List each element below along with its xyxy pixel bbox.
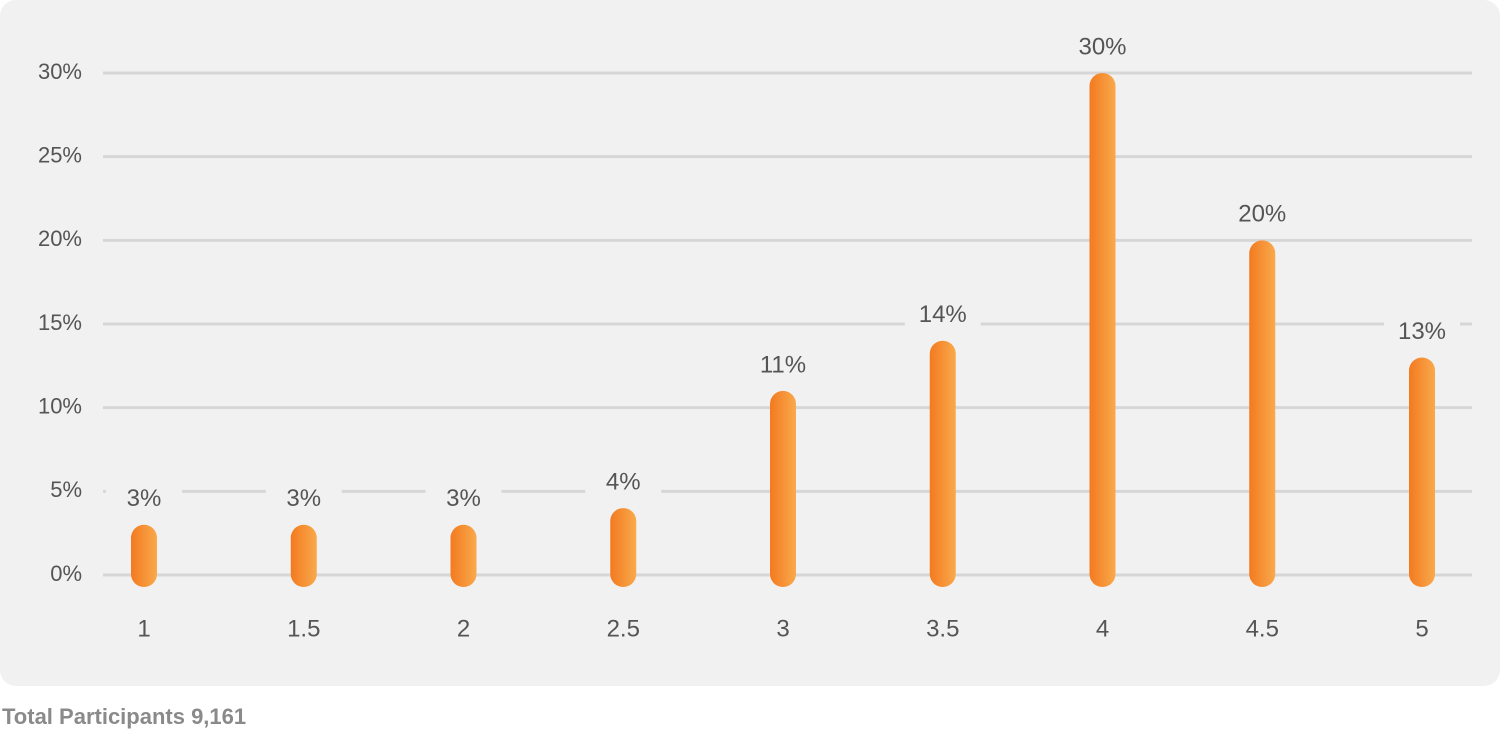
caption: Total Participants 9,161 — [2, 704, 246, 729]
bar — [1089, 73, 1116, 587]
bar — [450, 524, 477, 587]
x-tick-label: 4 — [1096, 615, 1109, 642]
data-label: 20% — [1238, 201, 1286, 228]
data-label-background — [1384, 316, 1460, 349]
bar — [610, 508, 637, 587]
data-label-background — [106, 483, 182, 516]
data-label: 13% — [1398, 318, 1446, 345]
bar — [770, 390, 796, 587]
data-label: 11% — [760, 351, 806, 378]
y-tick-label: 0% — [50, 561, 82, 586]
x-tick-label: 2 — [457, 615, 470, 642]
y-tick-label: 5% — [50, 477, 82, 502]
bar — [1249, 240, 1276, 588]
x-tick-label: 5 — [1415, 615, 1428, 642]
data-label-background — [904, 299, 981, 332]
bar — [290, 524, 317, 587]
y-tick-label: 20% — [38, 226, 82, 251]
data-label: 4% — [606, 468, 641, 495]
x-tick-label: 1.5 — [287, 615, 320, 642]
y-tick-label: 15% — [38, 310, 82, 335]
x-tick-label: 4.5 — [1246, 615, 1279, 642]
data-label: 3% — [127, 485, 162, 512]
data-label: 3% — [286, 485, 321, 512]
data-label-background — [745, 349, 821, 382]
data-label-background — [1224, 199, 1301, 232]
x-tick-label: 3.5 — [926, 615, 959, 642]
chart-background — [0, 0, 1500, 686]
y-tick-label: 10% — [38, 393, 82, 418]
x-tick-label: 2.5 — [607, 615, 640, 642]
data-label-background — [585, 467, 662, 500]
bar — [1409, 357, 1435, 587]
bar — [131, 524, 157, 587]
data-label-background — [425, 483, 502, 516]
data-label-background — [1064, 32, 1141, 64]
data-label-background — [265, 483, 342, 516]
data-label: 14% — [919, 301, 967, 328]
data-label: 30% — [1078, 33, 1126, 60]
y-tick-label: 25% — [38, 142, 82, 167]
bar — [929, 340, 956, 587]
x-tick-label: 3 — [776, 615, 789, 642]
y-tick-label: 30% — [38, 59, 82, 84]
x-tick-label: 1 — [137, 615, 150, 642]
data-label: 3% — [446, 485, 481, 512]
